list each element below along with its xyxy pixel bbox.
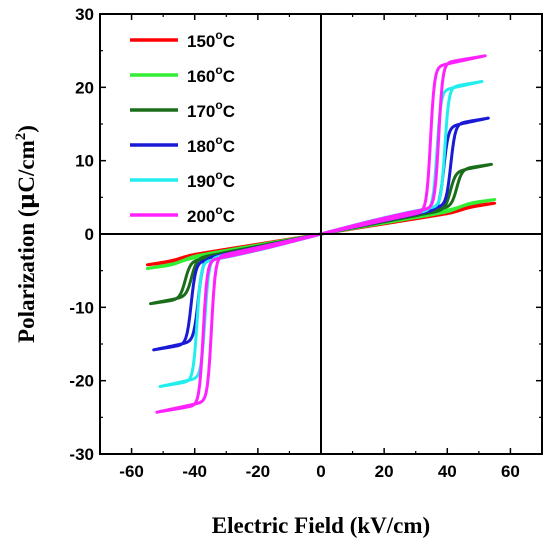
legend-label: 170oC — [187, 98, 235, 121]
x-tick-label: -20 — [246, 462, 271, 481]
legend-label: 190oC — [187, 168, 235, 191]
y-tick-label: 20 — [75, 78, 94, 97]
y-tick-label: 30 — [75, 5, 94, 24]
legend-label: 200oC — [187, 203, 235, 226]
y-tick-label: -20 — [69, 372, 94, 391]
x-tick-label: -60 — [119, 462, 144, 481]
plot-frame — [99, 13, 543, 455]
series-curves — [145, 54, 497, 414]
x-tick-label: -40 — [182, 462, 207, 481]
legend-label: 150oC — [187, 28, 235, 51]
axis-ticks: -60 -40 -20 0 20 40 60 -30 -20 -10 0 10 20 30 — [69, 5, 543, 481]
x-tick-label: 60 — [501, 462, 520, 481]
y-tick-label: 0 — [85, 225, 94, 244]
y-axis-title: Polarization (μC/cm2) — [13, 125, 40, 343]
series-line-200 — [155, 54, 487, 414]
y-tick-label: -30 — [69, 445, 94, 464]
legend: 150oC 160oC 170oC 180oC 190oC 200oC — [130, 28, 235, 226]
x-axis-title: Electric Field (kV/cm) — [212, 513, 430, 538]
x-tick-label: 40 — [438, 462, 457, 481]
x-tick-label: 0 — [316, 462, 325, 481]
x-tick-label: 20 — [375, 462, 394, 481]
y-tick-label: 10 — [75, 152, 94, 171]
legend-label: 160oC — [187, 63, 235, 86]
legend-label: 180oC — [187, 133, 235, 156]
y-tick-label: -10 — [69, 298, 94, 317]
